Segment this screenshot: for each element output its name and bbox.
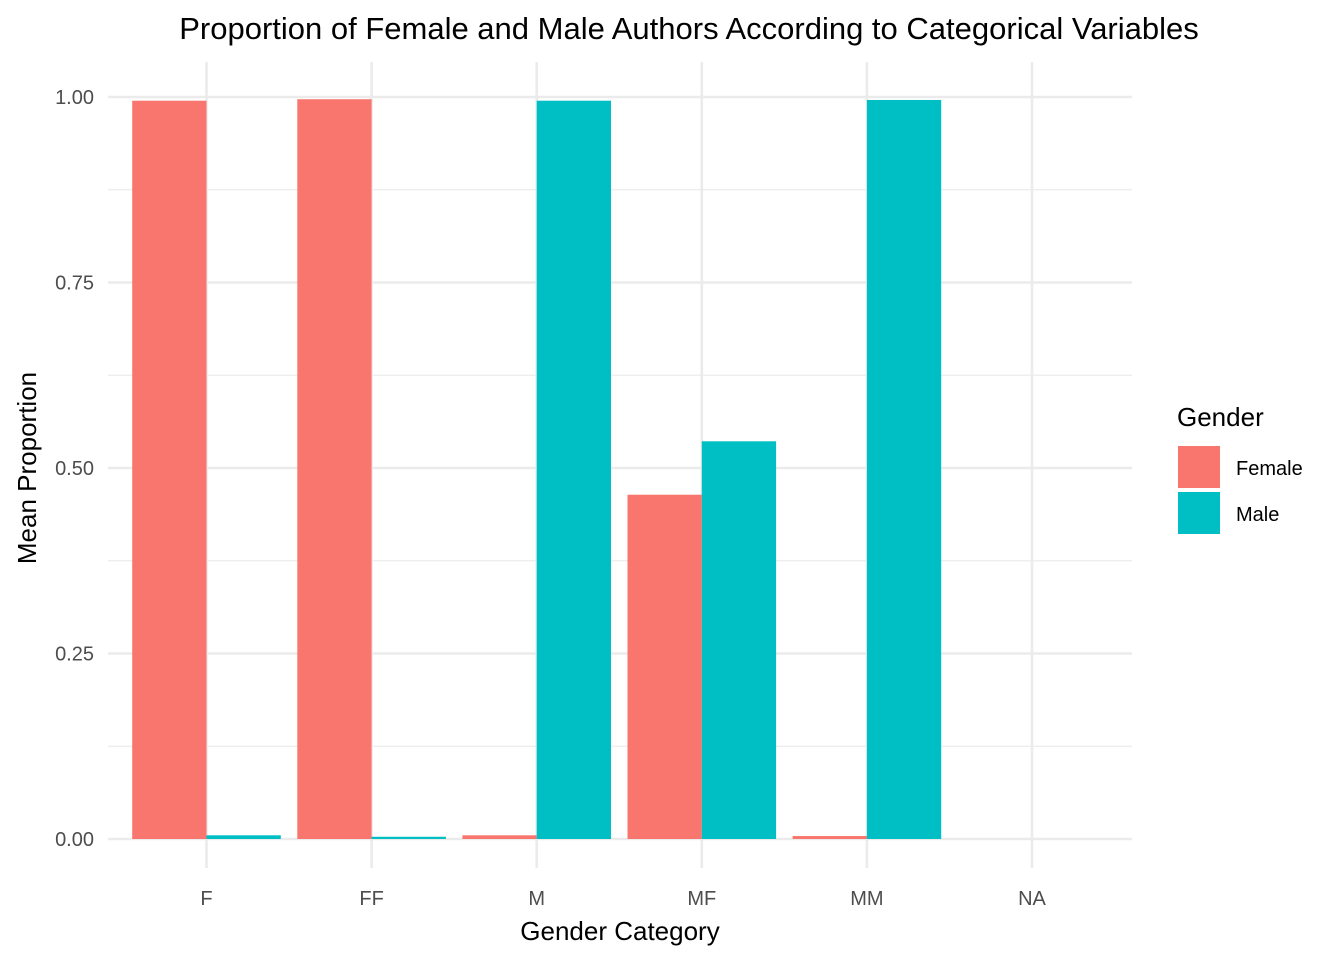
x-axis-ticks: F FF M MF MM NA: [200, 888, 1046, 910]
x-axis-title: Gender Category: [520, 916, 719, 946]
legend-key-female: [1178, 446, 1220, 488]
bar-m-female: [462, 835, 537, 839]
legend-key-male: [1178, 492, 1220, 534]
bar-mm-female: [792, 836, 867, 839]
y-axis-ticks: 0.00 0.25 0.50 0.75 1.00: [55, 87, 94, 851]
y-tick-label: 0.75: [55, 273, 94, 295]
x-tick-label: FF: [359, 888, 383, 910]
bar-mf-female: [627, 494, 702, 839]
bars: [132, 99, 942, 839]
bar-ff-female: [297, 99, 372, 839]
y-tick-label: 0.25: [55, 644, 94, 666]
y-axis-title: Mean Proportion: [12, 372, 42, 564]
legend-label-male: Male: [1236, 504, 1279, 526]
x-tick-label: MM: [850, 888, 883, 910]
legend: Gender Female Male: [1177, 402, 1303, 534]
bar-mm-male: [866, 99, 942, 839]
bar-mf-male: [701, 441, 777, 839]
chart-title: Proportion of Female and Male Authors Ac…: [179, 11, 1199, 46]
x-tick-label: F: [200, 888, 212, 910]
y-tick-label: 0.00: [55, 829, 94, 851]
bar-ff-male: [371, 836, 446, 839]
legend-title: Gender: [1177, 402, 1264, 432]
legend-label-female: Female: [1236, 458, 1303, 480]
x-tick-label: MF: [687, 888, 716, 910]
bar-m-male: [536, 100, 611, 839]
bar-f-female: [132, 100, 207, 839]
y-tick-label: 1.00: [55, 87, 94, 109]
bar-f-male: [206, 835, 281, 839]
y-tick-label: 0.50: [55, 458, 94, 480]
x-tick-label: M: [528, 888, 545, 910]
gridlines: [108, 62, 1132, 868]
x-tick-label: NA: [1018, 888, 1046, 910]
